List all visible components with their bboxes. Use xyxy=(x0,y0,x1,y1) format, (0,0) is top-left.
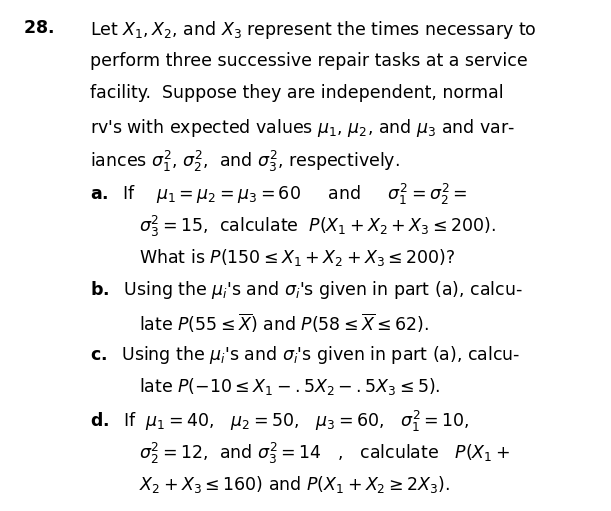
Text: $\sigma_3^2 = 15$,  calculate  $P(X_1 + X_2 + X_3 \leq 200)$.: $\sigma_3^2 = 15$, calculate $P(X_1 + X_… xyxy=(139,214,496,239)
Text: $\mathbf{d.}$  If  $\mu_1 = 40$,   $\mu_2 = 50$,   $\mu_3 = 60$,   $\sigma_1^2 =: $\mathbf{d.}$ If $\mu_1 = 40$, $\mu_2 = … xyxy=(90,409,470,434)
Text: What is $P(150 \leq X_1 + X_2 + X_3 \leq 200)$?: What is $P(150 \leq X_1 + X_2 + X_3 \leq… xyxy=(139,247,456,268)
Text: $\mathbf{28.}$: $\mathbf{28.}$ xyxy=(23,19,54,37)
Text: Let $X_1, X_2$, and $X_3$ represent the times necessary to: Let $X_1, X_2$, and $X_3$ represent the … xyxy=(90,19,537,41)
Text: facility.  Suppose they are independent, normal: facility. Suppose they are independent, … xyxy=(90,84,504,102)
Text: late $P(-10 \leq X_1 - .5X_2 - .5X_3 \leq 5)$.: late $P(-10 \leq X_1 - .5X_2 - .5X_3 \le… xyxy=(139,376,441,398)
Text: $\sigma_2^2 = 12$,  and $\sigma_3^2 = 14$   ,   calculate   $P(X_1 +$: $\sigma_2^2 = 12$, and $\sigma_3^2 = 14$… xyxy=(139,442,510,467)
Text: rv's with expected values $\mu_1$, $\mu_2$, and $\mu_3$ and var-: rv's with expected values $\mu_1$, $\mu_… xyxy=(90,117,516,139)
Text: $\mathbf{b.}$  Using the $\mu_i$'s and $\sigma_i$'s given in part (a), calcu-: $\mathbf{b.}$ Using the $\mu_i$'s and $\… xyxy=(90,279,523,301)
Text: late $P(55 \leq \overline{X})$ and $P(58 \leq \overline{X} \leq 62)$.: late $P(55 \leq \overline{X})$ and $P(58… xyxy=(139,311,430,335)
Text: $X_2 + X_3 \leq 160)$ and $P(X_1 + X_2 \geq 2X_3)$.: $X_2 + X_3 \leq 160)$ and $P(X_1 + X_2 \… xyxy=(139,474,450,495)
Text: $\mathbf{a.}$  If    $\mu_1 = \mu_2 = \mu_3 = 60$     and     $\sigma_1^2 = \sig: $\mathbf{a.}$ If $\mu_1 = \mu_2 = \mu_3 … xyxy=(90,181,468,207)
Text: $\mathbf{c.}$  Using the $\mu_i$'s and $\sigma_i$'s given in part (a), calcu-: $\mathbf{c.}$ Using the $\mu_i$'s and $\… xyxy=(90,344,521,366)
Text: perform three successive repair tasks at a service: perform three successive repair tasks at… xyxy=(90,52,528,70)
Text: iances $\sigma_1^2$, $\sigma_2^2$,  and $\sigma_3^2$, respectively.: iances $\sigma_1^2$, $\sigma_2^2$, and $… xyxy=(90,149,400,174)
